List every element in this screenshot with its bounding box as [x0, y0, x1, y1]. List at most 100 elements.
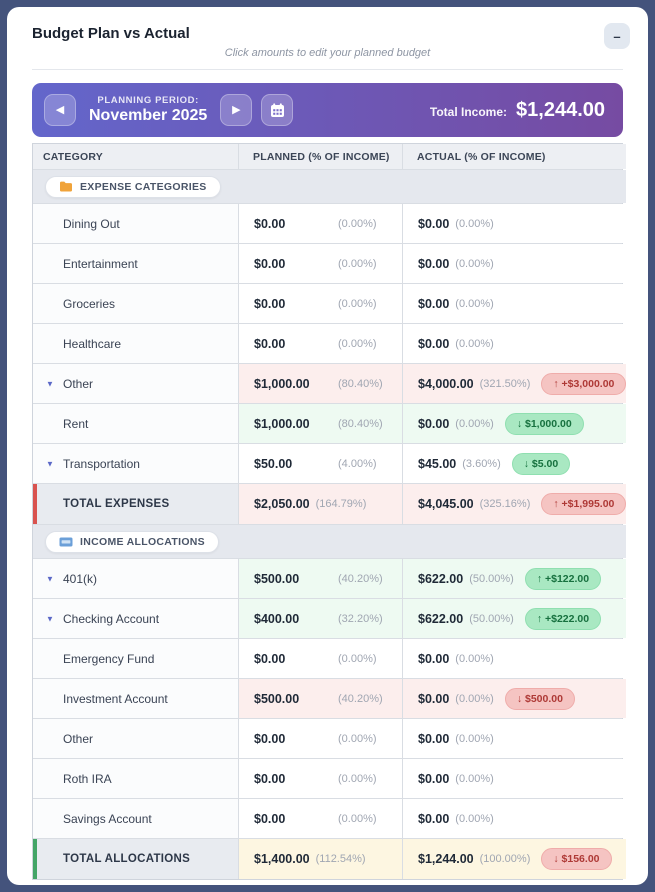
planned-percent: (0.00%): [338, 257, 377, 270]
planned-amount-cell[interactable]: $0.00 (0.00%): [239, 204, 402, 243]
table-row: Roth IRA $0.00 (0.00%) $0.00 (0.00%): [33, 759, 627, 798]
planned-amount[interactable]: $0.00: [254, 336, 286, 351]
category-label: Entertainment: [63, 256, 138, 271]
planned-amount-cell[interactable]: $1,000.00 (80.40%): [239, 404, 402, 443]
total-income-value: $1,244.00: [516, 98, 605, 121]
prev-month-button[interactable]: ◀: [44, 94, 76, 126]
actual-amount-cell: $0.00 (0.00%) ↓ $500.00: [403, 679, 627, 718]
planned-amount[interactable]: $0.00: [254, 296, 286, 311]
planned-amount[interactable]: $0.00: [254, 651, 286, 666]
planned-amount[interactable]: $500.00: [254, 571, 300, 586]
planned-amount[interactable]: $50.00: [254, 456, 293, 471]
category-cell: Savings Account: [33, 799, 238, 838]
expand-toggle-icon[interactable]: ▼: [46, 459, 54, 468]
category-label: Other: [63, 376, 94, 391]
planned-amount[interactable]: $500.00: [254, 691, 300, 706]
actual-amount: $0.00: [418, 296, 450, 311]
table-row: Investment Account $500.00 (40.20%) $0.0…: [33, 679, 627, 718]
table-row: ▼ Checking Account $400.00 (32.20%) $622.…: [33, 599, 627, 638]
table-row: Groceries $0.00 (0.00%) $0.00 (0.00%): [33, 284, 627, 323]
section-cell: INCOME ALLOCATIONS: [33, 525, 627, 558]
actual-percent: (0.00%): [455, 772, 494, 785]
section-label: INCOME ALLOCATIONS: [80, 535, 205, 548]
actual-amount: $0.00: [418, 336, 450, 351]
planned-amount[interactable]: $1,000.00: [254, 416, 310, 431]
category-cell: Entertainment: [33, 244, 238, 283]
planned-percent: (0.00%): [338, 337, 377, 350]
category-cell: Other: [33, 719, 238, 758]
category-label: Other: [63, 731, 94, 746]
planned-amount-cell[interactable]: $0.00 (0.00%): [239, 324, 402, 363]
actual-percent: (0.00%): [455, 257, 494, 270]
calendar-button[interactable]: [261, 94, 294, 126]
planned-amount[interactable]: $0.00: [254, 216, 286, 231]
planned-amount-cell[interactable]: $0.00 (0.00%): [239, 719, 402, 758]
planning-period-banner: ◀ PLANNING PERIOD: November 2025 ▶: [32, 83, 623, 137]
actual-amount: $622.00: [418, 611, 464, 626]
table-row: Emergency Fund $0.00 (0.00%) $0.00 (0.00…: [33, 639, 627, 678]
expand-toggle-icon[interactable]: ▼: [46, 614, 54, 623]
table-row: Other $0.00 (0.00%) $0.00 (0.00%): [33, 719, 627, 758]
planned-amount[interactable]: $0.00: [254, 811, 286, 826]
category-label: Savings Account: [63, 811, 152, 826]
planned-percent: (0.00%): [338, 772, 377, 785]
planned-amount-cell[interactable]: $1,400.00 (112.54%): [239, 839, 402, 879]
actual-amount: $1,244.00: [418, 852, 474, 866]
planned-percent: (4.00%): [338, 457, 377, 470]
actual-percent: (325.16%): [479, 498, 531, 510]
planned-amount-cell[interactable]: $0.00 (0.00%): [239, 799, 402, 838]
planned-amount[interactable]: $1,000.00: [254, 376, 310, 391]
expand-toggle-icon[interactable]: ▼: [46, 574, 54, 583]
planned-amount-cell[interactable]: $0.00 (0.00%): [239, 759, 402, 798]
planning-period-value: November 2025: [89, 107, 208, 124]
planned-amount-cell[interactable]: $2,050.00 (164.79%): [239, 484, 402, 524]
planned-amount-cell[interactable]: $500.00 (40.20%): [239, 559, 402, 598]
table-row: Entertainment $0.00 (0.00%) $0.00 (0.00%…: [33, 244, 627, 283]
table-row: Dining Out $0.00 (0.00%) $0.00 (0.00%): [33, 204, 627, 243]
planned-amount-cell[interactable]: $400.00 (32.20%): [239, 599, 402, 638]
header-divider: [32, 69, 623, 70]
budget-card: Budget Plan vs Actual – Click amounts to…: [7, 7, 648, 885]
planned-percent: (0.00%): [338, 297, 377, 310]
actual-amount: $45.00: [418, 456, 457, 471]
planned-percent: (80.40%): [338, 417, 383, 430]
planned-amount[interactable]: $2,050.00: [254, 497, 310, 511]
planned-amount[interactable]: $1,400.00: [254, 852, 310, 866]
card-icon: [59, 537, 73, 547]
planned-amount[interactable]: $0.00: [254, 256, 286, 271]
minimize-button[interactable]: –: [604, 23, 630, 49]
planned-amount-cell[interactable]: $0.00 (0.00%): [239, 284, 402, 323]
category-label: Roth IRA: [63, 771, 112, 786]
actual-amount: $0.00: [418, 811, 450, 826]
variance-badge: ↓ $1,000.00: [504, 412, 584, 435]
planned-amount-cell[interactable]: $1,000.00 (80.40%): [239, 364, 402, 403]
planned-amount[interactable]: $400.00: [254, 611, 300, 626]
actual-percent: (50.00%): [469, 612, 514, 625]
actual-amount-cell: $0.00 (0.00%): [403, 799, 627, 838]
category-label: 401(k): [63, 571, 98, 586]
section-cell: EXPENSE CATEGORIES: [33, 170, 627, 203]
variance-badge: ↓ $5.00: [511, 452, 571, 475]
planned-percent: (0.00%): [338, 732, 377, 745]
planned-amount-cell[interactable]: $0.00 (0.00%): [239, 244, 402, 283]
planned-amount-cell[interactable]: $50.00 (4.00%): [239, 444, 402, 483]
category-label: Investment Account: [63, 691, 168, 706]
planned-amount[interactable]: $0.00: [254, 771, 286, 786]
expand-toggle-icon[interactable]: ▼: [46, 379, 54, 388]
category-label: Groceries: [63, 296, 116, 311]
actual-amount-cell: $0.00 (0.00%): [403, 204, 627, 243]
planned-amount-cell[interactable]: $0.00 (0.00%): [239, 639, 402, 678]
planned-amount[interactable]: $0.00: [254, 731, 286, 746]
planned-amount-cell[interactable]: $500.00 (40.20%): [239, 679, 402, 718]
budget-table: CATEGORY PLANNED (% OF INCOME) ACTUAL (%…: [32, 143, 627, 880]
next-month-button[interactable]: ▶: [220, 94, 253, 126]
total-row: TOTAL ALLOCATIONS $1,400.00 (112.54%) $1…: [33, 839, 627, 879]
column-header-planned: PLANNED (% OF INCOME): [239, 144, 402, 169]
category-cell: Groceries: [33, 284, 238, 323]
variance-badge: ↑ +$1,995.00: [541, 493, 627, 515]
card-header: Budget Plan vs Actual –: [32, 21, 630, 49]
actual-amount-cell: $4,000.00 (321.50%) ↑ +$3,000.00: [403, 364, 627, 403]
actual-amount: $0.00: [418, 256, 450, 271]
actual-amount: $0.00: [418, 651, 450, 666]
actual-percent: (0.00%): [455, 812, 494, 825]
